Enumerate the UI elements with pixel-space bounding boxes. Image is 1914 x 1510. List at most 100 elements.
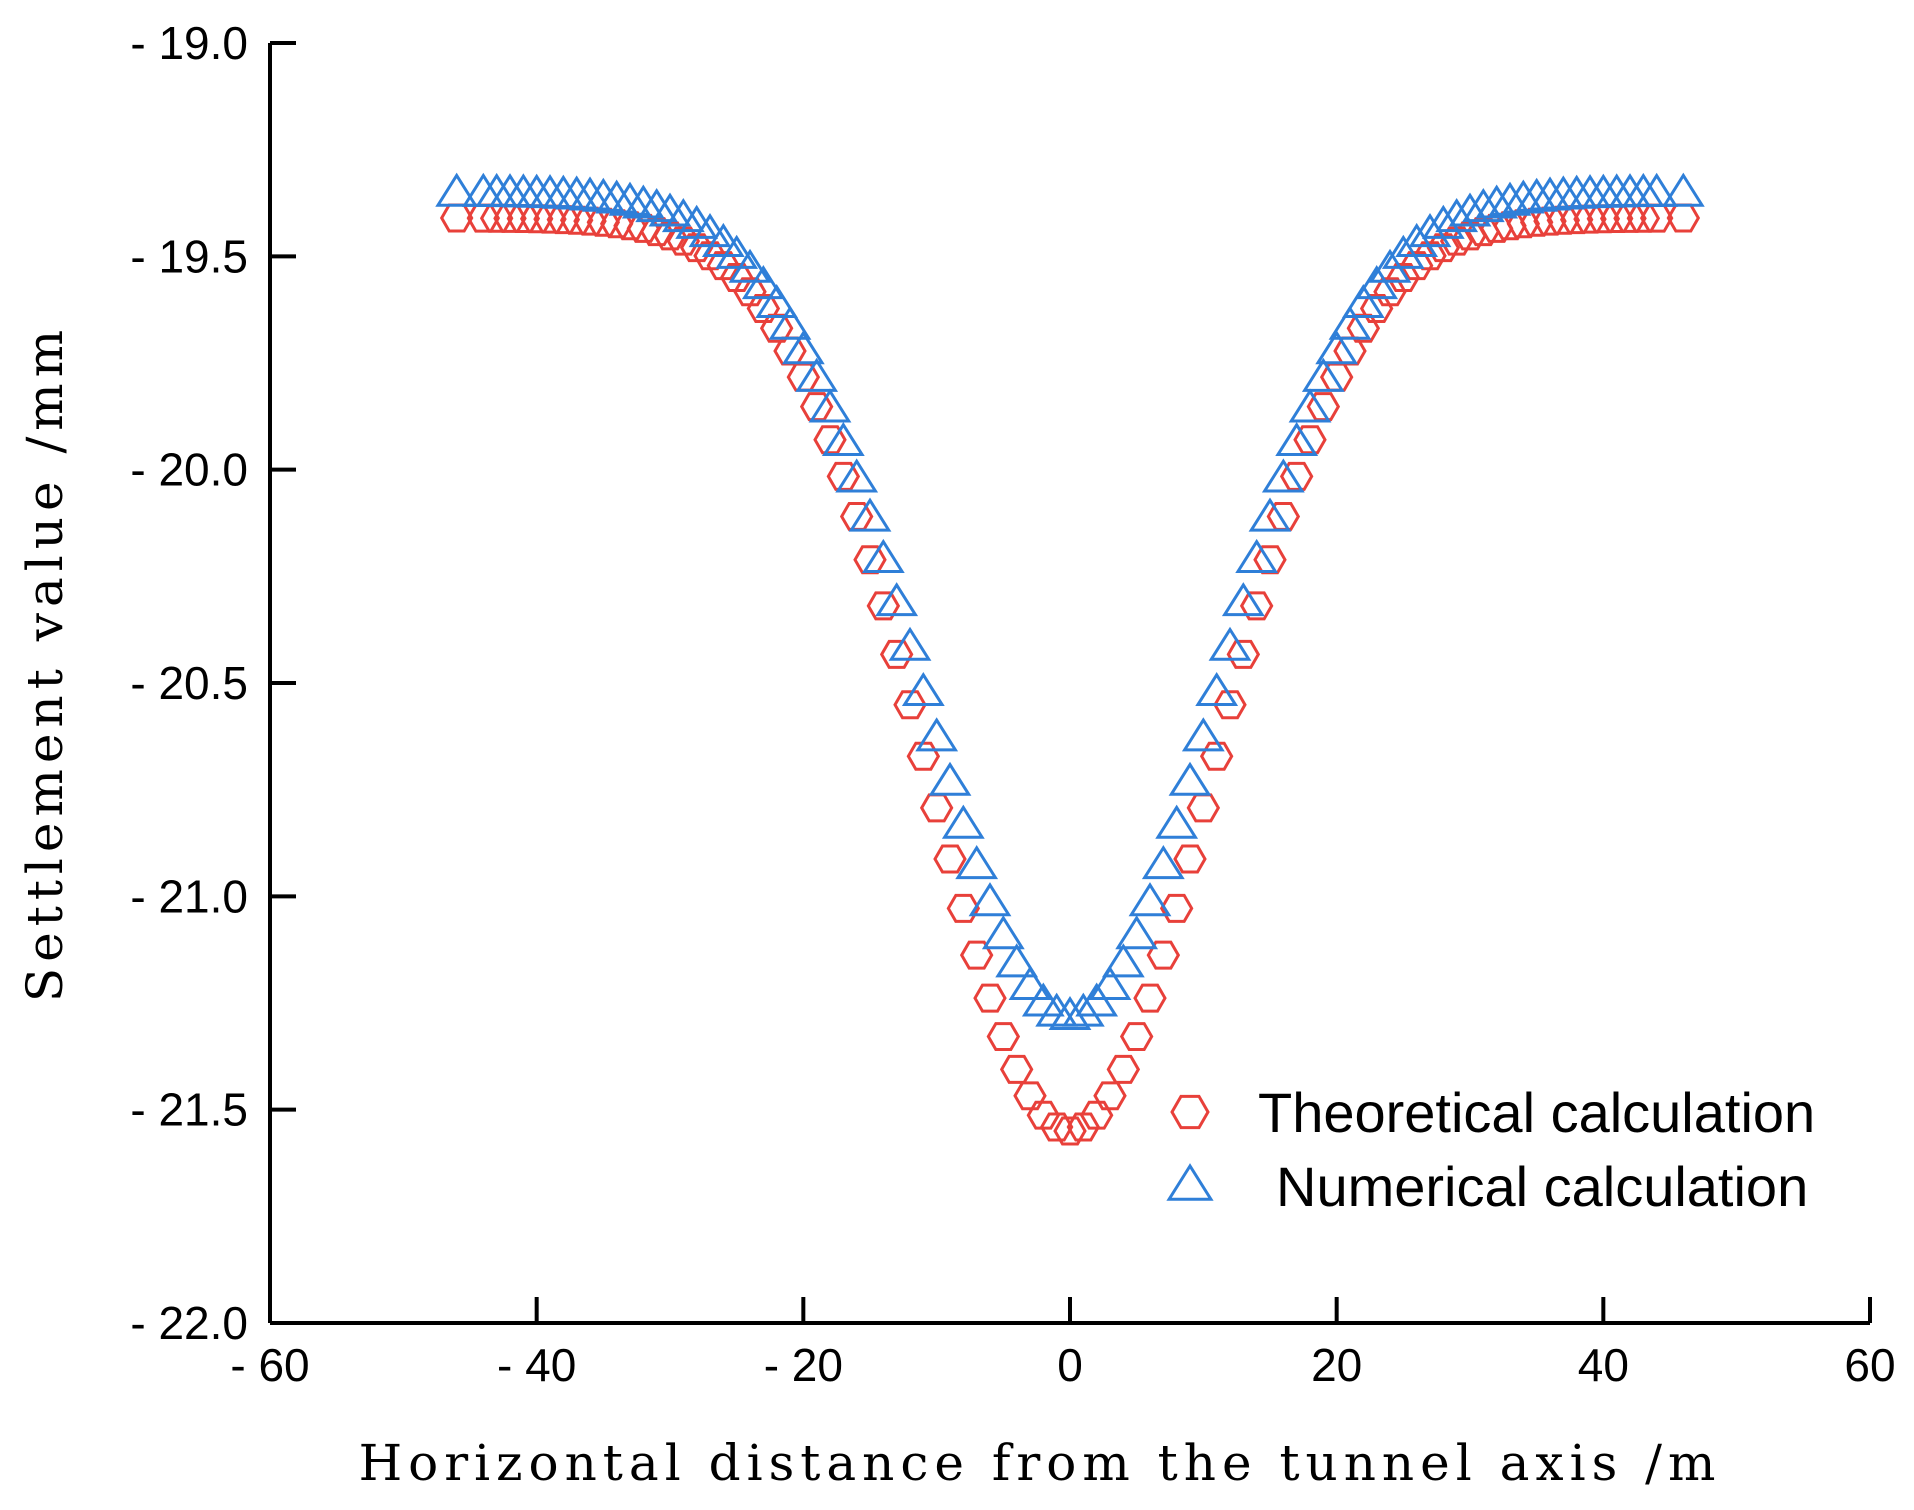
theoretical-point [1399, 251, 1434, 281]
theoretical-point [986, 1022, 1021, 1052]
numerical-point [1261, 458, 1305, 493]
numerical-point [728, 248, 772, 283]
numerical-point [1061, 992, 1105, 1027]
numerical-point [955, 845, 999, 880]
x-tick-label: - 60 [230, 1339, 309, 1391]
theoretical-point [906, 741, 941, 771]
theoretical-point [1053, 1116, 1087, 1146]
theoretical-point [1039, 1112, 1074, 1142]
legend: Theoretical calculation Numerical calcula… [1166, 1081, 1815, 1218]
numerical-point [795, 357, 839, 392]
numerical-point [901, 671, 945, 707]
numerical-point [1101, 943, 1145, 978]
theoretical-point [1359, 294, 1394, 324]
y-tick-label: - 19.5 [130, 230, 248, 282]
numerical-point [768, 305, 812, 340]
numerical-point [581, 177, 625, 212]
theoretical-point [933, 844, 967, 874]
theoretical-point [1066, 1112, 1101, 1142]
numerical-point [1315, 330, 1359, 365]
legend-triangle-icon [1166, 1163, 1214, 1201]
theoretical-point [1199, 741, 1234, 771]
numerical-point [928, 761, 972, 796]
numerical-point [1448, 192, 1492, 227]
numerical-point [1208, 626, 1252, 661]
numerical-point [1475, 184, 1519, 219]
theoretical-point [1146, 940, 1181, 970]
theoretical-point [1013, 1081, 1047, 1111]
theoretical-point [1279, 461, 1314, 491]
numerical-point [875, 582, 919, 617]
theoretical-point [1079, 1100, 1114, 1130]
numerical-point [1381, 234, 1425, 269]
numerical-point [1501, 179, 1545, 214]
theoretical-point [666, 226, 701, 256]
theoretical-point [1439, 226, 1474, 256]
numerical-point [1248, 497, 1292, 532]
x-tick-label: - 40 [497, 1339, 576, 1391]
numerical-point [1008, 965, 1052, 1000]
numerical-point [608, 181, 652, 216]
numerical-point [648, 192, 692, 227]
numerical-point [635, 188, 679, 223]
y-tick-label: - 20.5 [130, 657, 248, 709]
y-tick-label: - 20.0 [130, 444, 248, 496]
theoretical-point [706, 251, 741, 281]
theoretical-point [1133, 983, 1167, 1013]
numerical-point [848, 497, 892, 532]
numerical-point [1461, 188, 1505, 223]
numerical-point [1341, 283, 1385, 319]
series-numerical [435, 172, 1705, 1031]
numerical-point [1275, 421, 1319, 457]
x-tick-label: 20 [1311, 1339, 1362, 1391]
y-tick-label: - 21.5 [130, 1084, 248, 1136]
numerical-point [915, 717, 959, 752]
theoretical-point [1226, 639, 1261, 669]
numerical-point [941, 804, 985, 839]
numerical-point [835, 458, 879, 493]
theoretical-point [973, 983, 1007, 1013]
y-tick-label: - 21.0 [130, 870, 248, 922]
theoretical-point [813, 425, 847, 455]
theoretical-point [1119, 1022, 1154, 1052]
numerical-point [1635, 172, 1679, 207]
x-tick-label: 40 [1578, 1339, 1629, 1391]
numerical-point [861, 538, 905, 573]
numerical-point [435, 172, 479, 207]
theoretical-point [1106, 1054, 1141, 1084]
numerical-point [741, 265, 785, 300]
numerical-point [968, 882, 1012, 917]
numerical-point [1168, 761, 1212, 796]
theoretical-point [1026, 1100, 1061, 1130]
theoretical-point [959, 940, 994, 970]
theoretical-point [1266, 501, 1301, 531]
numerical-point [781, 330, 825, 365]
theoretical-point [719, 263, 754, 292]
numerical-point [1301, 357, 1345, 392]
numerical-point [1235, 538, 1279, 573]
numerical-point [1221, 582, 1265, 617]
theoretical-point [639, 217, 674, 247]
theoretical-point [826, 461, 861, 491]
theoretical-point [1173, 844, 1207, 874]
numerical-point [1155, 804, 1199, 839]
x-tick-label: 0 [1057, 1339, 1083, 1391]
theoretical-point [1373, 277, 1407, 307]
axes-group: - 19.0 - 19.5 - 20.0 - 20.5 - 21.0 - 21.5 - 22… [130, 17, 1895, 1391]
numerical-point [595, 179, 639, 214]
numerical-point [1128, 882, 1172, 917]
theoretical-point [893, 690, 927, 720]
numerical-point [888, 626, 932, 661]
theoretical-point [1159, 893, 1194, 923]
numerical-point [1181, 717, 1225, 752]
numerical-point [1035, 992, 1079, 1027]
numerical-point [755, 283, 799, 319]
x-tick-label: - 20 [764, 1339, 843, 1391]
numerical-point [981, 915, 1025, 950]
numerical-point [1395, 222, 1439, 257]
numerical-point [715, 234, 759, 269]
numerical-point [1088, 965, 1132, 1000]
